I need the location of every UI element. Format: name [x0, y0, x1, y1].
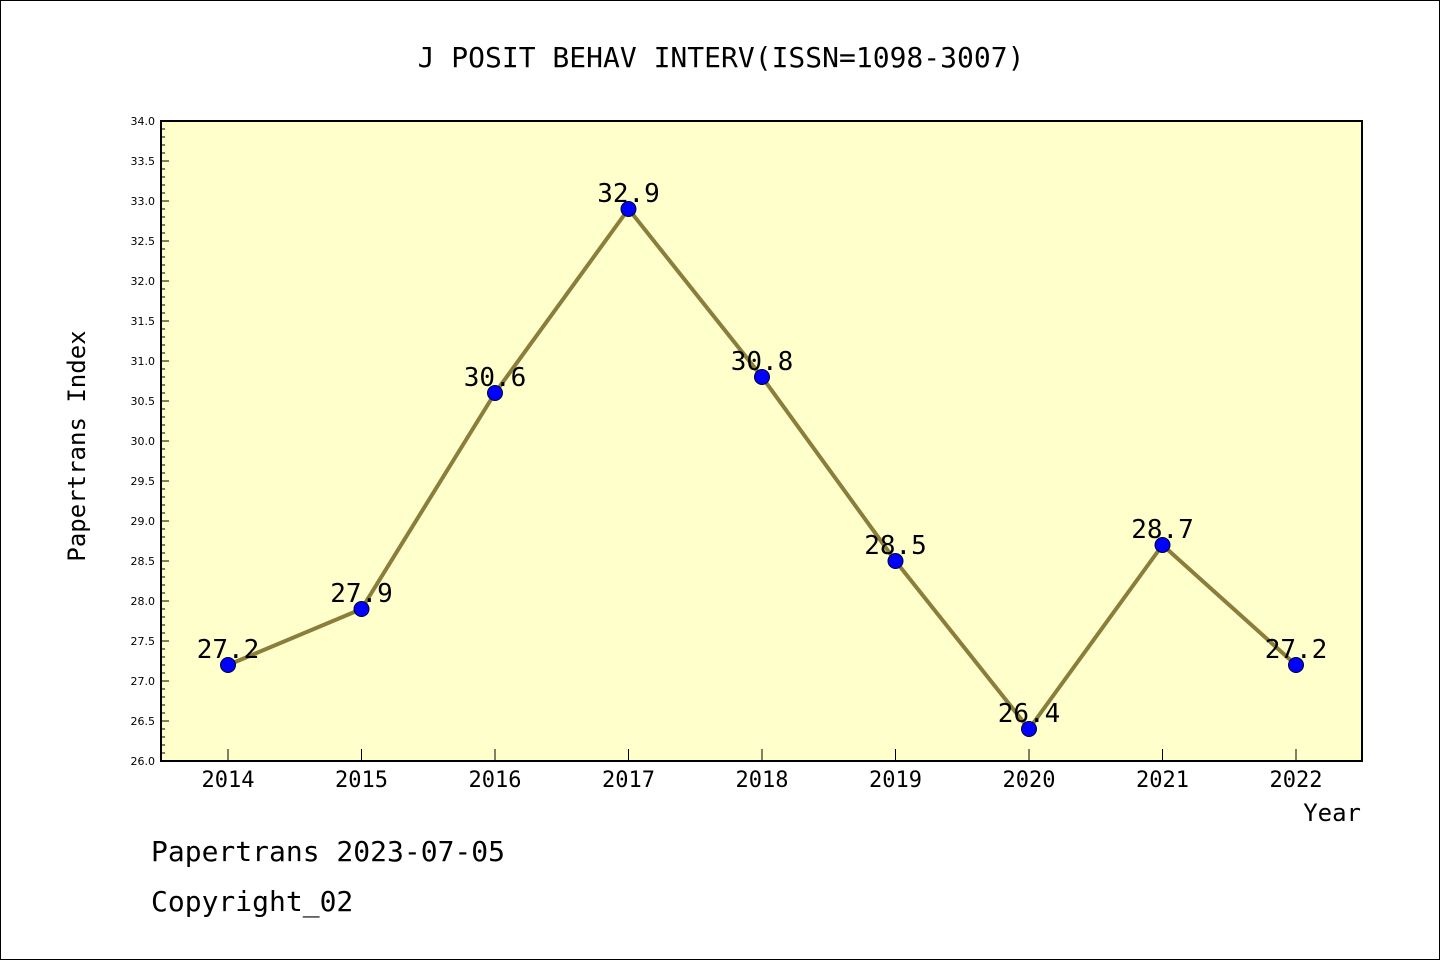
data-point	[887, 553, 904, 569]
data-label: 27.2	[1265, 635, 1328, 665]
data-point	[1288, 657, 1304, 673]
x-tick-label: 2021	[1136, 768, 1189, 793]
x-tick-label: 2019	[869, 768, 922, 793]
series-markers	[220, 201, 1304, 737]
footer-copyright: Copyright_02	[151, 885, 354, 918]
x-tick-label: 2020	[1003, 768, 1056, 793]
data-label: 30.8	[731, 347, 794, 377]
data-label: 26.4	[998, 699, 1061, 729]
data-point	[754, 369, 770, 385]
y-tick-label: 28.5	[131, 555, 156, 568]
chart-title: J POSIT BEHAV INTERV(ISSN=1098-3007)	[418, 41, 1025, 74]
y-tick-label: 29.0	[131, 515, 156, 528]
x-tick-label: 2022	[1270, 768, 1323, 793]
data-point	[220, 657, 236, 673]
y-tick-label: 26.5	[131, 715, 156, 728]
y-tick-label: 31.5	[131, 315, 156, 328]
y-axis-label: Papertrans Index	[63, 330, 91, 561]
data-point	[1021, 721, 1037, 737]
y-axis: 26.0 26.5 27.0 27.5 28.0 28.5 29.0 29.5 30.0 30.5…	[131, 115, 169, 768]
y-tick-label: 27.5	[131, 635, 156, 648]
x-tick-label: 2018	[736, 768, 789, 793]
x-tick-label: 2014	[202, 768, 255, 793]
y-tick-label: 33.0	[131, 195, 156, 208]
y-tick-label: 28.0	[131, 595, 156, 608]
y-tick-label: 31.0	[131, 355, 156, 368]
y-tick-label: 34.0	[131, 115, 156, 128]
data-label: 28.7	[1131, 515, 1194, 545]
y-tick-label: 32.0	[131, 275, 156, 288]
y-tick-label: 29.5	[131, 475, 156, 488]
y-tick-label: 27.0	[131, 675, 156, 688]
data-point	[620, 201, 637, 217]
data-point	[353, 601, 370, 617]
data-label: 27.2	[197, 635, 260, 665]
y-tick-label: 33.5	[131, 155, 156, 168]
data-point	[487, 385, 503, 401]
y-tick-label: 32.5	[131, 235, 156, 248]
x-tick-label: 2017	[602, 768, 655, 793]
data-label: 28.5	[864, 531, 927, 561]
plot-area	[160, 120, 1363, 762]
y-tick-label: 30.5	[131, 395, 156, 408]
x-axis-label: Year	[1303, 799, 1361, 827]
data-label: 32.9	[597, 179, 660, 209]
data-label: 30.6	[464, 363, 527, 393]
data-labels: 27.2 27.9 30.6 32.9 30.8 28.5 26.4 28.7 27.2	[197, 179, 1328, 729]
x-axis: 2014 2015 2016 2017 2018 2019 2020 2021 2022	[202, 749, 1323, 793]
footer-date: Papertrans 2023-07-05	[151, 835, 506, 868]
x-tick-label: 2015	[335, 768, 388, 793]
x-tick-label: 2016	[469, 768, 522, 793]
data-point	[1154, 537, 1171, 553]
data-label: 27.9	[330, 579, 393, 609]
y-tick-label: 30.0	[131, 435, 156, 448]
y-tick-label: 26.0	[131, 755, 156, 768]
